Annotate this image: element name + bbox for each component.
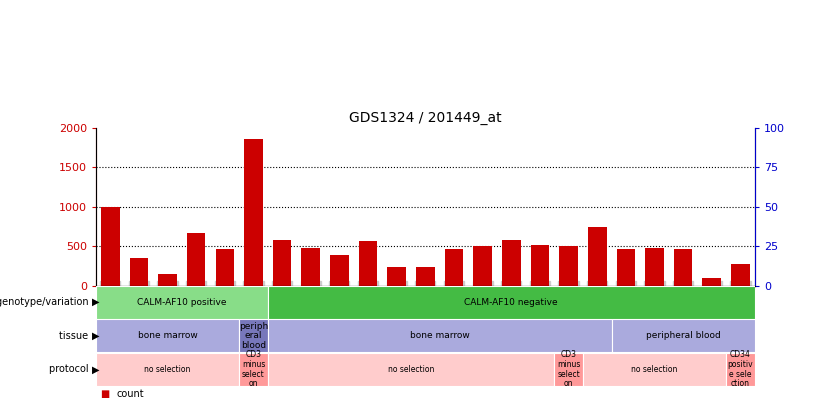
Bar (387, 266, 406, 286)
Text: ■: ■ (100, 389, 109, 399)
Bar (158, 275, 177, 286)
Text: bone marrow: bone marrow (409, 331, 470, 340)
Text: no selection: no selection (631, 365, 678, 374)
Text: ▶: ▶ (92, 331, 99, 341)
Bar (731, 264, 750, 286)
Text: periph
eral
blood: periph eral blood (239, 322, 268, 350)
Bar (239, 319, 268, 352)
Bar (96, 319, 239, 352)
Text: tissue: tissue (59, 331, 92, 341)
Bar (674, 249, 692, 286)
Text: ▶: ▶ (92, 297, 99, 307)
Bar (583, 353, 726, 386)
Bar (611, 319, 755, 352)
Bar (530, 245, 550, 286)
Bar (187, 233, 205, 286)
Bar (215, 249, 234, 286)
Bar (616, 249, 636, 286)
Bar (101, 207, 119, 286)
Bar (445, 249, 464, 286)
Title: GDS1324 / 201449_at: GDS1324 / 201449_at (349, 111, 502, 125)
Bar (646, 247, 664, 286)
Bar (560, 246, 578, 286)
Text: count: count (117, 389, 144, 399)
Bar (359, 241, 377, 286)
Text: CALM-AF10 positive: CALM-AF10 positive (137, 298, 227, 307)
Text: CD3
minus
select
on: CD3 minus select on (242, 350, 265, 388)
Bar (416, 267, 435, 286)
Text: bone marrow: bone marrow (138, 331, 198, 340)
Bar (244, 139, 263, 286)
Bar (301, 248, 320, 286)
Text: ▶: ▶ (92, 364, 99, 374)
Bar (96, 286, 268, 319)
Text: CD3
minus
select
on: CD3 minus select on (557, 350, 580, 388)
Bar (268, 286, 755, 319)
Bar (129, 258, 148, 286)
Bar (330, 255, 349, 286)
Text: no selection: no selection (144, 365, 191, 374)
Bar (702, 278, 721, 286)
Bar (474, 246, 492, 286)
Bar (588, 227, 606, 286)
Text: CALM-AF10 negative: CALM-AF10 negative (465, 298, 558, 307)
Bar (273, 240, 291, 286)
Text: peripheral blood: peripheral blood (646, 331, 721, 340)
Text: genotype/variation: genotype/variation (0, 297, 92, 307)
Bar (239, 353, 268, 386)
Text: CD34
positiv
e sele
ction: CD34 positiv e sele ction (727, 350, 753, 388)
Text: protocol: protocol (49, 364, 92, 374)
Bar (268, 353, 555, 386)
Bar (502, 240, 520, 286)
Bar (555, 353, 583, 386)
Bar (726, 353, 755, 386)
Bar (96, 353, 239, 386)
Bar (268, 319, 611, 352)
Text: no selection: no selection (388, 365, 435, 374)
